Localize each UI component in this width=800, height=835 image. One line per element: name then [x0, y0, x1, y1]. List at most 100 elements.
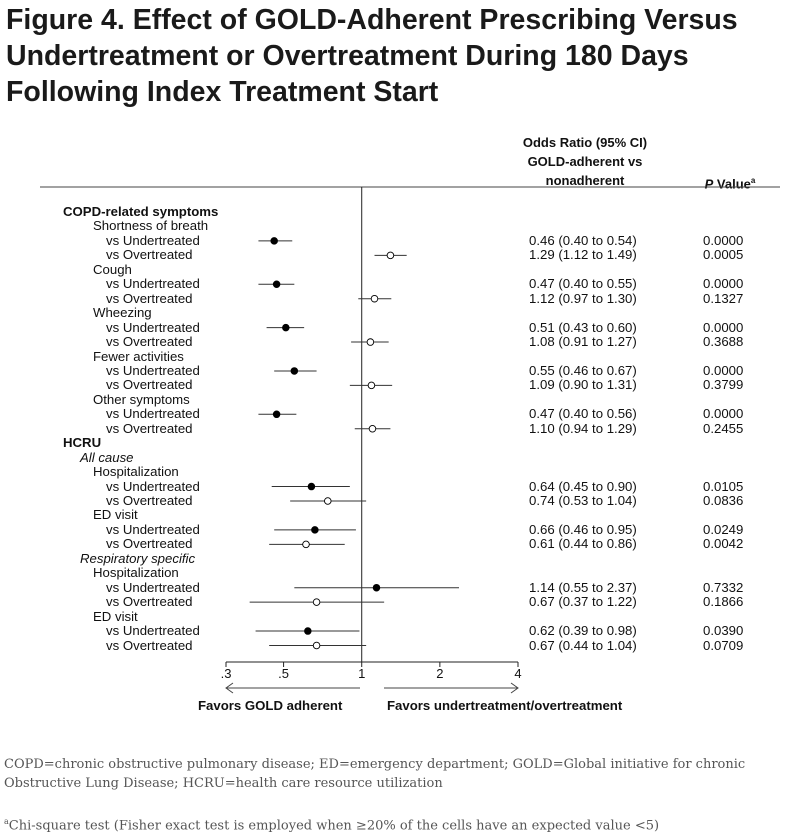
- arrow-left-label: Favors GOLD adherent: [198, 698, 343, 713]
- row-label: COPD-related symptoms: [63, 204, 219, 219]
- odds-ratio-header-line3: nonadherent: [545, 173, 625, 188]
- p-value: 0.0836: [703, 493, 744, 508]
- row-label: Other symptoms: [93, 391, 190, 407]
- p-value: 0.0000: [703, 362, 744, 378]
- p-value-footnote-text: Chi-square test (Fisher exact test is em…: [8, 818, 660, 834]
- point-estimate-open: [302, 540, 310, 549]
- row-label: Cough: [93, 261, 132, 277]
- p-value-header: P Valuea: [680, 171, 780, 193]
- p-value-header-italic: P: [704, 176, 714, 192]
- row-label: vs Overtreated: [106, 637, 193, 653]
- odds-ratio-ci-value: 0.47 (0.40 to 0.56): [529, 406, 637, 422]
- abbreviations-footnote: COPD=chronic obstructive pulmonary disea…: [4, 757, 746, 791]
- row-label: Shortness of breath: [93, 218, 209, 234]
- p-value: 0.0000: [703, 319, 744, 335]
- odds-ratio-header-line1: Odds Ratio (95% CI): [522, 135, 648, 150]
- odds-ratio-ci-value: 0.64 (0.45 to 0.90): [529, 478, 637, 494]
- x-tick-label: 4: [514, 666, 521, 681]
- p-value: 0.1866: [703, 594, 744, 610]
- row-label: vs Overtreated: [106, 594, 193, 610]
- point-estimate-open: [386, 251, 395, 260]
- point-estimate-filled: [272, 410, 281, 419]
- point-estimate-open: [367, 381, 376, 390]
- p-value: 0.0390: [703, 623, 744, 639]
- p-value: 0.3688: [703, 334, 744, 350]
- p-value: 0.0249: [703, 521, 744, 537]
- row-label: vs Overtreated: [106, 247, 193, 263]
- row-label: Hospitalization: [93, 565, 179, 581]
- p-value: 0.1327: [703, 290, 744, 306]
- point-estimate-open: [370, 294, 379, 303]
- point-estimate-open: [312, 641, 321, 650]
- p-value: 0.0000: [703, 232, 744, 248]
- row-label: Hospitalization: [93, 464, 179, 480]
- p-value-footnote: aChi-square test (Fisher exact test is e…: [4, 812, 794, 835]
- p-value: 0.0105: [703, 478, 744, 494]
- point-estimate-filled: [272, 280, 281, 289]
- odds-ratio-ci-value: 0.66 (0.46 to 0.95): [529, 521, 637, 537]
- point-estimate-filled: [290, 367, 299, 375]
- odds-ratio-ci-value: 0.47 (0.40 to 0.55): [529, 276, 637, 292]
- row-label: vs Undertreated: [106, 478, 200, 494]
- p-value: 0.0709: [703, 637, 744, 653]
- odds-ratio-ci-value: 0.46 (0.40 to 0.54): [529, 232, 637, 248]
- p-value: 0.3799: [703, 377, 744, 393]
- point-estimate-open: [312, 598, 321, 606]
- odds-ratio-ci-value: 1.09 (0.90 to 1.31): [529, 377, 637, 393]
- p-value: 0.2455: [703, 420, 744, 436]
- point-estimate-filled: [282, 323, 290, 332]
- odds-ratio-header-line2: GOLD-adherent vs: [527, 154, 643, 169]
- x-tick-label: .5: [278, 666, 289, 681]
- odds-ratio-ci-value: 1.14 (0.55 to 2.37): [529, 579, 637, 595]
- odds-ratio-ci-value: 0.61 (0.44 to 0.86): [529, 536, 637, 552]
- p-value-footnote-sup: a: [4, 817, 9, 826]
- point-estimate-filled: [307, 482, 316, 491]
- odds-ratio-header: Odds Ratio (95% CI) GOLD-adherent vs non…: [490, 133, 680, 190]
- p-value: 0.0042: [703, 536, 744, 552]
- row-label: vs Undertreated: [106, 579, 200, 595]
- point-estimate-filled: [304, 627, 312, 635]
- odds-ratio-ci-value: 1.08 (0.91 to 1.27): [529, 334, 637, 350]
- odds-ratio-ci-value: 1.12 (0.97 to 1.30): [529, 290, 637, 306]
- row-label: Respiratory specific: [80, 550, 196, 566]
- figure-title: Figure 4. Effect of GOLD-Adherent Prescr…: [6, 4, 738, 108]
- row-label: vs Undertreated: [106, 521, 200, 537]
- odds-ratio-ci-value: 1.29 (1.12 to 1.49): [529, 247, 637, 263]
- row-label: HCRU: [63, 435, 102, 451]
- point-estimate-filled: [372, 583, 381, 592]
- odds-ratio-ci-value: 0.51 (0.43 to 0.60): [529, 319, 637, 335]
- p-value: 0.0005: [703, 247, 744, 263]
- row-label: vs Undertreated: [106, 406, 200, 422]
- odds-ratio-ci-value: 0.74 (0.53 to 1.04): [529, 493, 637, 508]
- row-label: vs Overtreated: [106, 536, 193, 552]
- odds-ratio-ci-value: 1.10 (0.94 to 1.29): [529, 420, 637, 436]
- row-label: Wheezing: [93, 305, 152, 321]
- p-value: 0.7332: [703, 579, 744, 595]
- arrow-right-label: Favors undertreatment/overtreatment: [387, 698, 623, 713]
- point-estimate-open: [324, 497, 332, 505]
- row-label: vs Overtreated: [106, 493, 193, 508]
- p-value-header-rest: Value: [713, 176, 751, 192]
- row-label: vs Overtreated: [106, 420, 193, 436]
- p-value-header-sup: a: [750, 176, 756, 185]
- x-tick-label: .3: [221, 666, 232, 681]
- row-label: ED visit: [93, 608, 138, 624]
- row-label: vs Overtreated: [106, 377, 193, 393]
- odds-ratio-ci-value: 0.67 (0.37 to 1.22): [529, 594, 637, 610]
- row-label: vs Undertreated: [106, 319, 200, 335]
- row-label: vs Undertreated: [106, 623, 200, 639]
- point-estimate-open: [368, 425, 377, 433]
- row-label: vs Overtreated: [106, 290, 193, 306]
- row-label: Fewer activities: [93, 348, 184, 364]
- row-label: All cause: [80, 449, 134, 465]
- p-value: 0.0000: [703, 276, 744, 292]
- row-label: vs Undertreated: [106, 232, 200, 248]
- point-estimate-filled: [311, 526, 319, 534]
- arrow-left-head: [225, 682, 234, 694]
- x-tick-label: 1: [358, 666, 365, 681]
- odds-ratio-ci-value: 0.62 (0.39 to 0.98): [529, 623, 637, 639]
- odds-ratio-ci-value: 0.55 (0.46 to 0.67): [529, 362, 637, 378]
- odds-ratio-ci-value: 0.67 (0.44 to 1.04): [529, 637, 637, 653]
- row-label: vs Undertreated: [106, 276, 200, 292]
